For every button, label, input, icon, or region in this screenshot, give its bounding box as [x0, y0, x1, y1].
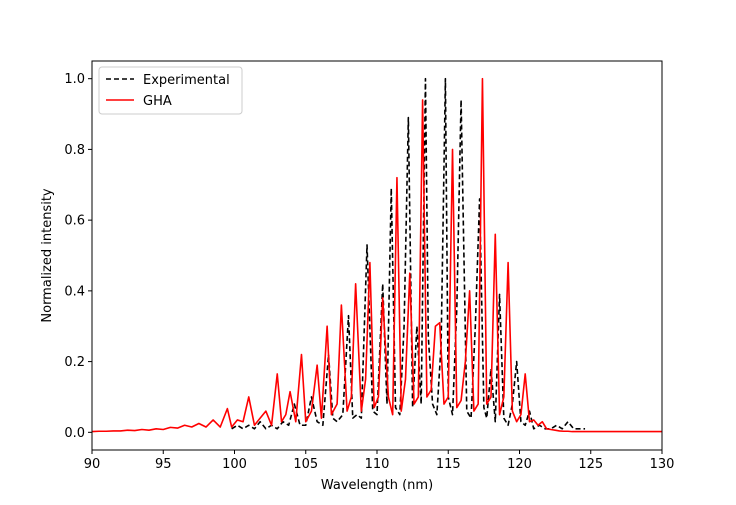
legend-box [98, 66, 243, 115]
series-line-experimental [231, 77, 586, 430]
y-axis: 0.0 0.2 0.4 0.6 0.8 1.0 [64, 72, 92, 441]
y-tick-label: 0.2 [64, 355, 85, 370]
legend: Experimental GHA [98, 66, 243, 115]
x-tick-label: 105 [293, 457, 318, 472]
x-tick-label: 100 [222, 457, 247, 472]
x-axis-label: Wavelength (nm) [321, 478, 433, 493]
x-tick-label: 95 [155, 457, 172, 472]
legend-label-experimental: Experimental [143, 73, 230, 88]
x-tick-label: 110 [365, 457, 390, 472]
x-tick-label: 130 [650, 457, 675, 472]
legend-label-gha: GHA [143, 94, 172, 109]
y-tick-label: 0.0 [64, 426, 85, 441]
x-tick-label: 125 [578, 457, 603, 472]
series-line-gha [91, 77, 662, 433]
plot-area [91, 77, 662, 433]
y-axis-label: Normalized intensity [40, 188, 55, 323]
x-tick-label: 90 [84, 457, 101, 472]
y-tick-label: 0.6 [64, 214, 85, 229]
x-axis: 90 95 100 105 110 115 120 125 130 [84, 450, 675, 472]
y-tick-label: 0.4 [64, 284, 85, 299]
y-tick-label: 1.0 [64, 72, 85, 87]
y-tick-label: 0.8 [64, 143, 85, 158]
x-tick-label: 120 [507, 457, 532, 472]
x-tick-label: 115 [436, 457, 461, 472]
